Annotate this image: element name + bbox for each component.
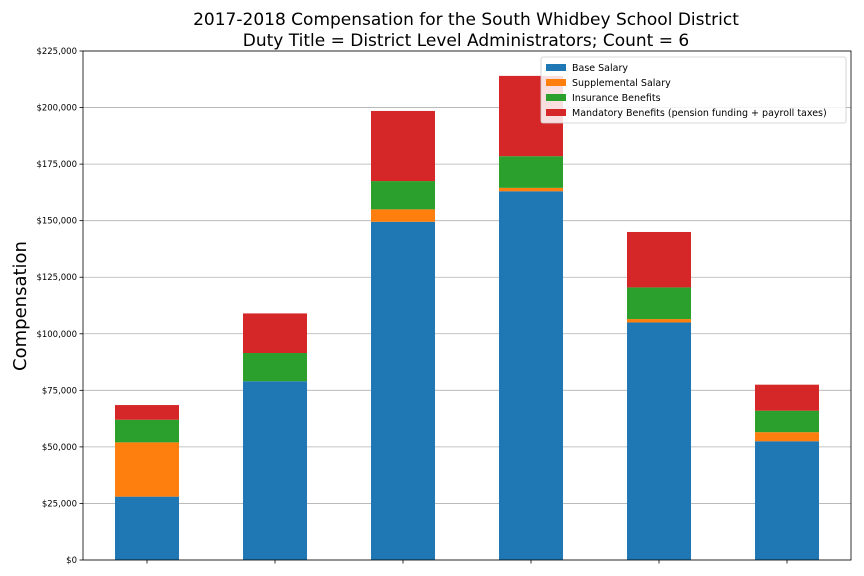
- bar-insurance-3: [371, 181, 435, 210]
- legend-label: Mandatory Benefits (pension funding + pa…: [572, 108, 827, 119]
- bar-insurance-4: [499, 156, 563, 188]
- bar-mandatory-1: [115, 405, 179, 420]
- bar-supplemental-1: [115, 442, 179, 497]
- bar-mandatory-3: [371, 110, 435, 182]
- bar-insurance-6: [755, 410, 819, 433]
- bar-supplemental-4: [499, 187, 563, 192]
- bar-supplemental-6: [755, 432, 819, 442]
- y-tick-label: $225,000: [36, 47, 77, 57]
- y-tick-label: $150,000: [36, 217, 77, 227]
- bar-base-2: [243, 381, 307, 560]
- bar-supplemental-3: [371, 209, 435, 222]
- y-tick-label: $25,000: [42, 499, 77, 509]
- legend: Base Salary Supplemental Salary Insurance …: [540, 56, 847, 124]
- legend-box: [540, 56, 847, 124]
- legend-label: Base Salary: [572, 63, 628, 74]
- axes: $0 $25,000 $50,000 $75,000 $100,000 $125,000 $…: [36, 47, 852, 566]
- chart-title: 2017-2018 Compensation for the South Whi…: [193, 10, 739, 30]
- legend-swatch: [546, 64, 566, 71]
- bar-mandatory-5: [627, 231, 691, 288]
- y-tick-label: $75,000: [42, 386, 77, 396]
- bars: [115, 75, 819, 560]
- bar-base-4: [499, 191, 563, 560]
- bar-mandatory-6: [755, 384, 819, 411]
- legend-label: Supplemental Salary: [572, 78, 671, 89]
- bar-insurance-5: [627, 287, 691, 320]
- legend-swatch: [546, 109, 566, 116]
- y-tick-label: $0: [66, 556, 77, 566]
- y-tick-label: $50,000: [42, 443, 77, 453]
- plot-frame: [82, 50, 852, 561]
- legend-swatch: [546, 94, 566, 101]
- gridlines: [83, 50, 851, 561]
- bar-base-6: [755, 441, 819, 560]
- y-tick-label: $125,000: [36, 273, 77, 283]
- bar-base-1: [115, 496, 179, 560]
- y-tick-label: $100,000: [36, 330, 77, 340]
- chart-subtitle: Duty Title = District Level Administrato…: [243, 31, 689, 51]
- y-axis-label: Compensation: [10, 241, 31, 371]
- bar-base-3: [371, 221, 435, 560]
- bar-insurance-2: [243, 353, 307, 382]
- bar-insurance-1: [115, 419, 179, 443]
- bar-base-5: [627, 322, 691, 560]
- legend-label: Insurance Benefits: [572, 93, 661, 104]
- bar-mandatory-2: [243, 313, 307, 354]
- bar-supplemental-5: [627, 319, 691, 323]
- legend-swatch: [546, 79, 566, 86]
- y-tick-label: $175,000: [36, 160, 77, 170]
- y-tick-label: $200,000: [36, 104, 77, 114]
